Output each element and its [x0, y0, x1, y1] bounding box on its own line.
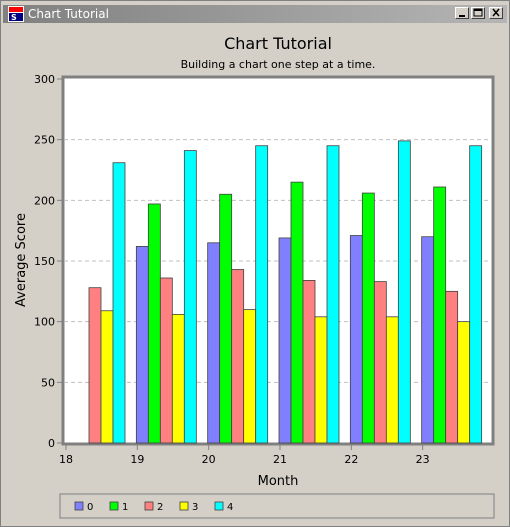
title-bar[interactable]: S Chart Tutorial — [3, 5, 507, 23]
bar-series-4 — [326, 145, 340, 444]
bar-series-1 — [433, 186, 447, 444]
legend-swatch-1 — [109, 501, 119, 511]
x-tick-label: 19 — [130, 453, 144, 466]
bar-series-0 — [135, 246, 149, 444]
close-icon — [492, 8, 500, 17]
y-tick-label: 100 — [34, 316, 55, 329]
bar-series-1 — [219, 193, 233, 444]
x-tick-label: 23 — [416, 453, 430, 466]
bar-series-3 — [243, 309, 257, 444]
legend-items: 0 1 2 3 4 — [74, 501, 233, 513]
chart-panel: Chart Tutorial Building a chart one step… — [7, 27, 505, 523]
y-tick-label: 50 — [41, 376, 55, 389]
bar-series-2 — [302, 280, 316, 444]
bar-series-4 — [397, 140, 411, 444]
bar-series-2 — [373, 281, 387, 444]
bar-series-4 — [469, 145, 483, 444]
bar-series-0 — [207, 242, 221, 444]
minimize-icon — [459, 15, 465, 17]
close-button[interactable] — [489, 7, 503, 19]
y-tick-label: 300 — [34, 73, 55, 86]
chart-subtitle: Building a chart one step at a time. — [181, 58, 376, 71]
y-tick-label: 250 — [34, 134, 55, 147]
y-axis-label: Average Score — [14, 213, 29, 307]
x-tick-label: 20 — [202, 453, 216, 466]
legend-swatch-3 — [179, 501, 189, 511]
y-tick-label: 200 — [34, 194, 55, 207]
bar-series-3 — [314, 316, 328, 444]
x-axis-ticks: 18 19 20 21 22 23 — [59, 445, 430, 466]
legend-label-0: 0 — [87, 502, 93, 513]
bar-series-0 — [349, 235, 363, 444]
bar-series-2 — [88, 287, 102, 444]
bars — [88, 140, 483, 444]
legend-label-4: 4 — [227, 502, 233, 513]
legend-label-3: 3 — [192, 502, 198, 513]
bar-series-1 — [147, 203, 161, 444]
maximize-icon — [473, 8, 483, 17]
bar-series-3 — [385, 316, 399, 444]
bar-chart: Chart Tutorial Building a chart one step… — [14, 34, 495, 519]
bar-series-0 — [278, 237, 292, 444]
x-axis-label: Month — [258, 474, 299, 489]
legend-swatch-2 — [144, 501, 154, 511]
y-tick-label: 150 — [34, 255, 55, 268]
bar-series-3 — [171, 313, 185, 444]
bar-series-1 — [290, 181, 304, 444]
x-tick-label: 22 — [344, 453, 358, 466]
minimize-button[interactable] — [455, 7, 469, 19]
legend-label-2: 2 — [157, 502, 163, 513]
bar-series-1 — [361, 192, 375, 444]
bar-series-4 — [183, 150, 197, 444]
grid-lines — [64, 139, 492, 383]
maximize-button[interactable] — [471, 7, 485, 19]
bar-series-2 — [159, 277, 173, 444]
window-title: Chart Tutorial — [28, 7, 109, 21]
bar-series-3 — [100, 310, 114, 444]
legend-swatch-0 — [74, 501, 84, 511]
svg-text:S: S — [11, 13, 17, 22]
bar-series-2 — [231, 269, 245, 444]
legend — [59, 493, 495, 519]
y-tick-label: 0 — [48, 437, 55, 450]
bar-series-4 — [255, 145, 269, 444]
bar-series-4 — [112, 162, 126, 444]
x-tick-label: 18 — [59, 453, 73, 466]
y-axis-ticks: 0 50 100 150 200 250 300 — [34, 73, 62, 450]
bar-series-0 — [421, 236, 435, 444]
bar-series-2 — [445, 290, 459, 444]
x-tick-label: 21 — [273, 453, 287, 466]
legend-label-1: 1 — [122, 502, 128, 513]
app-logo-icon: S — [8, 6, 24, 22]
legend-swatch-4 — [214, 501, 224, 511]
chart-title: Chart Tutorial — [224, 34, 332, 53]
bar-series-3 — [457, 321, 471, 444]
